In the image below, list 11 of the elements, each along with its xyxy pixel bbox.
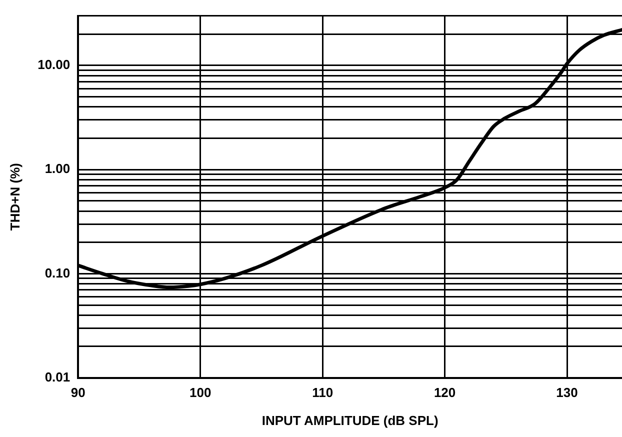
x-tick-label: 90 [70,385,86,400]
y-tick-label: 0.10 [44,265,70,280]
x-tick-label: 110 [312,385,334,400]
x-tick-label: 100 [190,385,212,400]
x-tick-label: 120 [434,385,456,400]
x-tick-label: 130 [556,385,578,400]
y-tick-label: 0.01 [44,369,70,384]
y-tick-label: 10.00 [38,57,70,72]
x-axis-title: INPUT AMPLITUDE (dB SPL) [262,412,438,428]
y-tick-label: 1.00 [44,161,70,176]
y-axis-title: THD+N (%) [7,163,22,231]
